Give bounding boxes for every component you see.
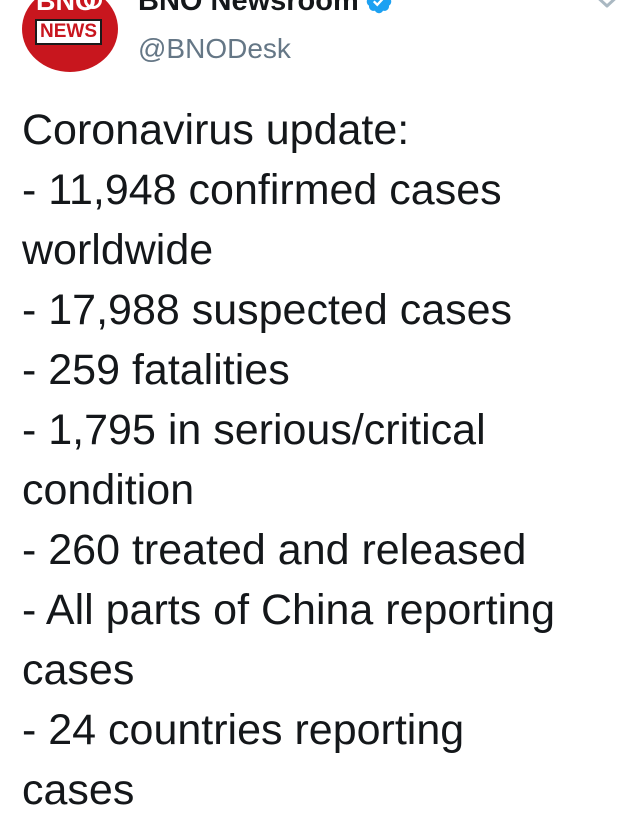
tweet-line: - 260 treated and released xyxy=(22,526,527,574)
verified-badge-icon xyxy=(366,0,392,14)
tweet-line: - All parts of China reporting xyxy=(22,586,555,634)
chevron-down-icon[interactable] xyxy=(590,0,624,12)
tweet-line: cases xyxy=(22,766,135,814)
tweet-line: worldwide xyxy=(22,226,214,274)
tweet-line: - 259 fatalities xyxy=(22,346,290,394)
display-name-row[interactable]: BNO Newsroom xyxy=(138,0,393,18)
tweet-line: - 11,948 confirmed cases xyxy=(22,166,502,214)
tweet-line: - 1,795 in serious/critical xyxy=(22,406,486,454)
tweet-header: BNO NEWS BNO Newsroom @BNODesk xyxy=(0,0,640,90)
avatar[interactable]: BNO NEWS xyxy=(22,0,118,72)
tweet-line: cases xyxy=(22,646,135,694)
tweet-text: Coronavirus update: - 11,948 confirmed c… xyxy=(22,100,627,820)
avatar-logo-bno: BNO xyxy=(36,0,96,16)
tweet-line: condition xyxy=(22,466,195,514)
avatar-logo-news: NEWS xyxy=(35,19,102,45)
tweet-line: Coronavirus update: xyxy=(22,106,410,154)
tweet-line: - 17,988 suspected cases xyxy=(22,286,513,334)
avatar-logo-circle xyxy=(84,0,102,9)
user-handle[interactable]: @BNODesk xyxy=(138,33,291,64)
display-name[interactable]: BNO Newsroom xyxy=(138,0,359,17)
tweet-line: - 24 countries reporting xyxy=(22,706,465,754)
